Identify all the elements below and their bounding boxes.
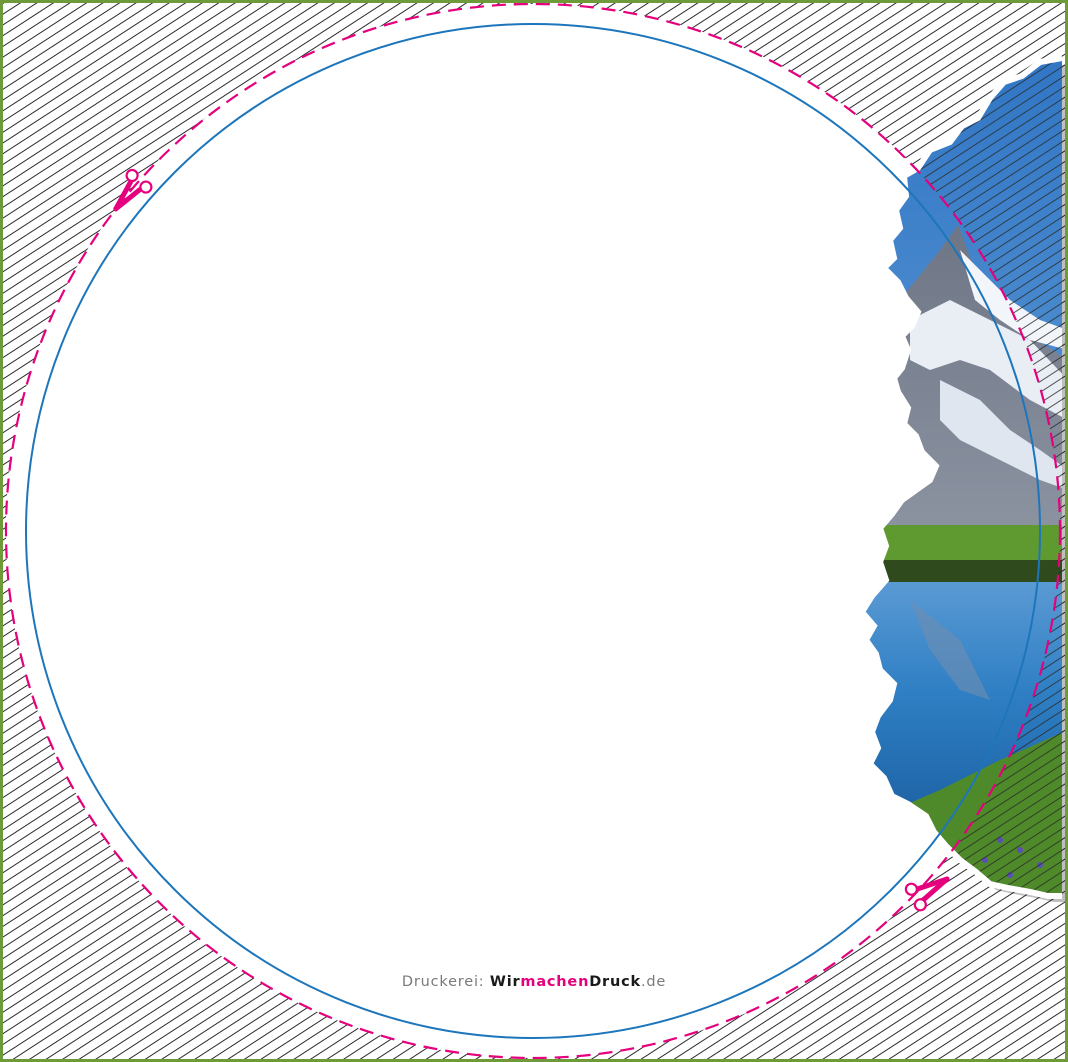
cut-line bbox=[4, 2, 1062, 1060]
label-circle bbox=[6, 4, 1060, 1058]
brand-part-3: Druck bbox=[589, 974, 641, 990]
credit-prefix: Druckerei: bbox=[401, 974, 485, 990]
scissors-icon bbox=[113, 168, 153, 212]
printer-credit: Druckerei: WirmachenDruck.de bbox=[0, 974, 1068, 990]
scissors-icon bbox=[904, 876, 950, 912]
brand-part-2: machen bbox=[520, 974, 590, 990]
brand-domain: .de bbox=[640, 974, 667, 990]
brand-part-1: Wir bbox=[489, 974, 521, 990]
safe-zone-line bbox=[25, 23, 1041, 1039]
